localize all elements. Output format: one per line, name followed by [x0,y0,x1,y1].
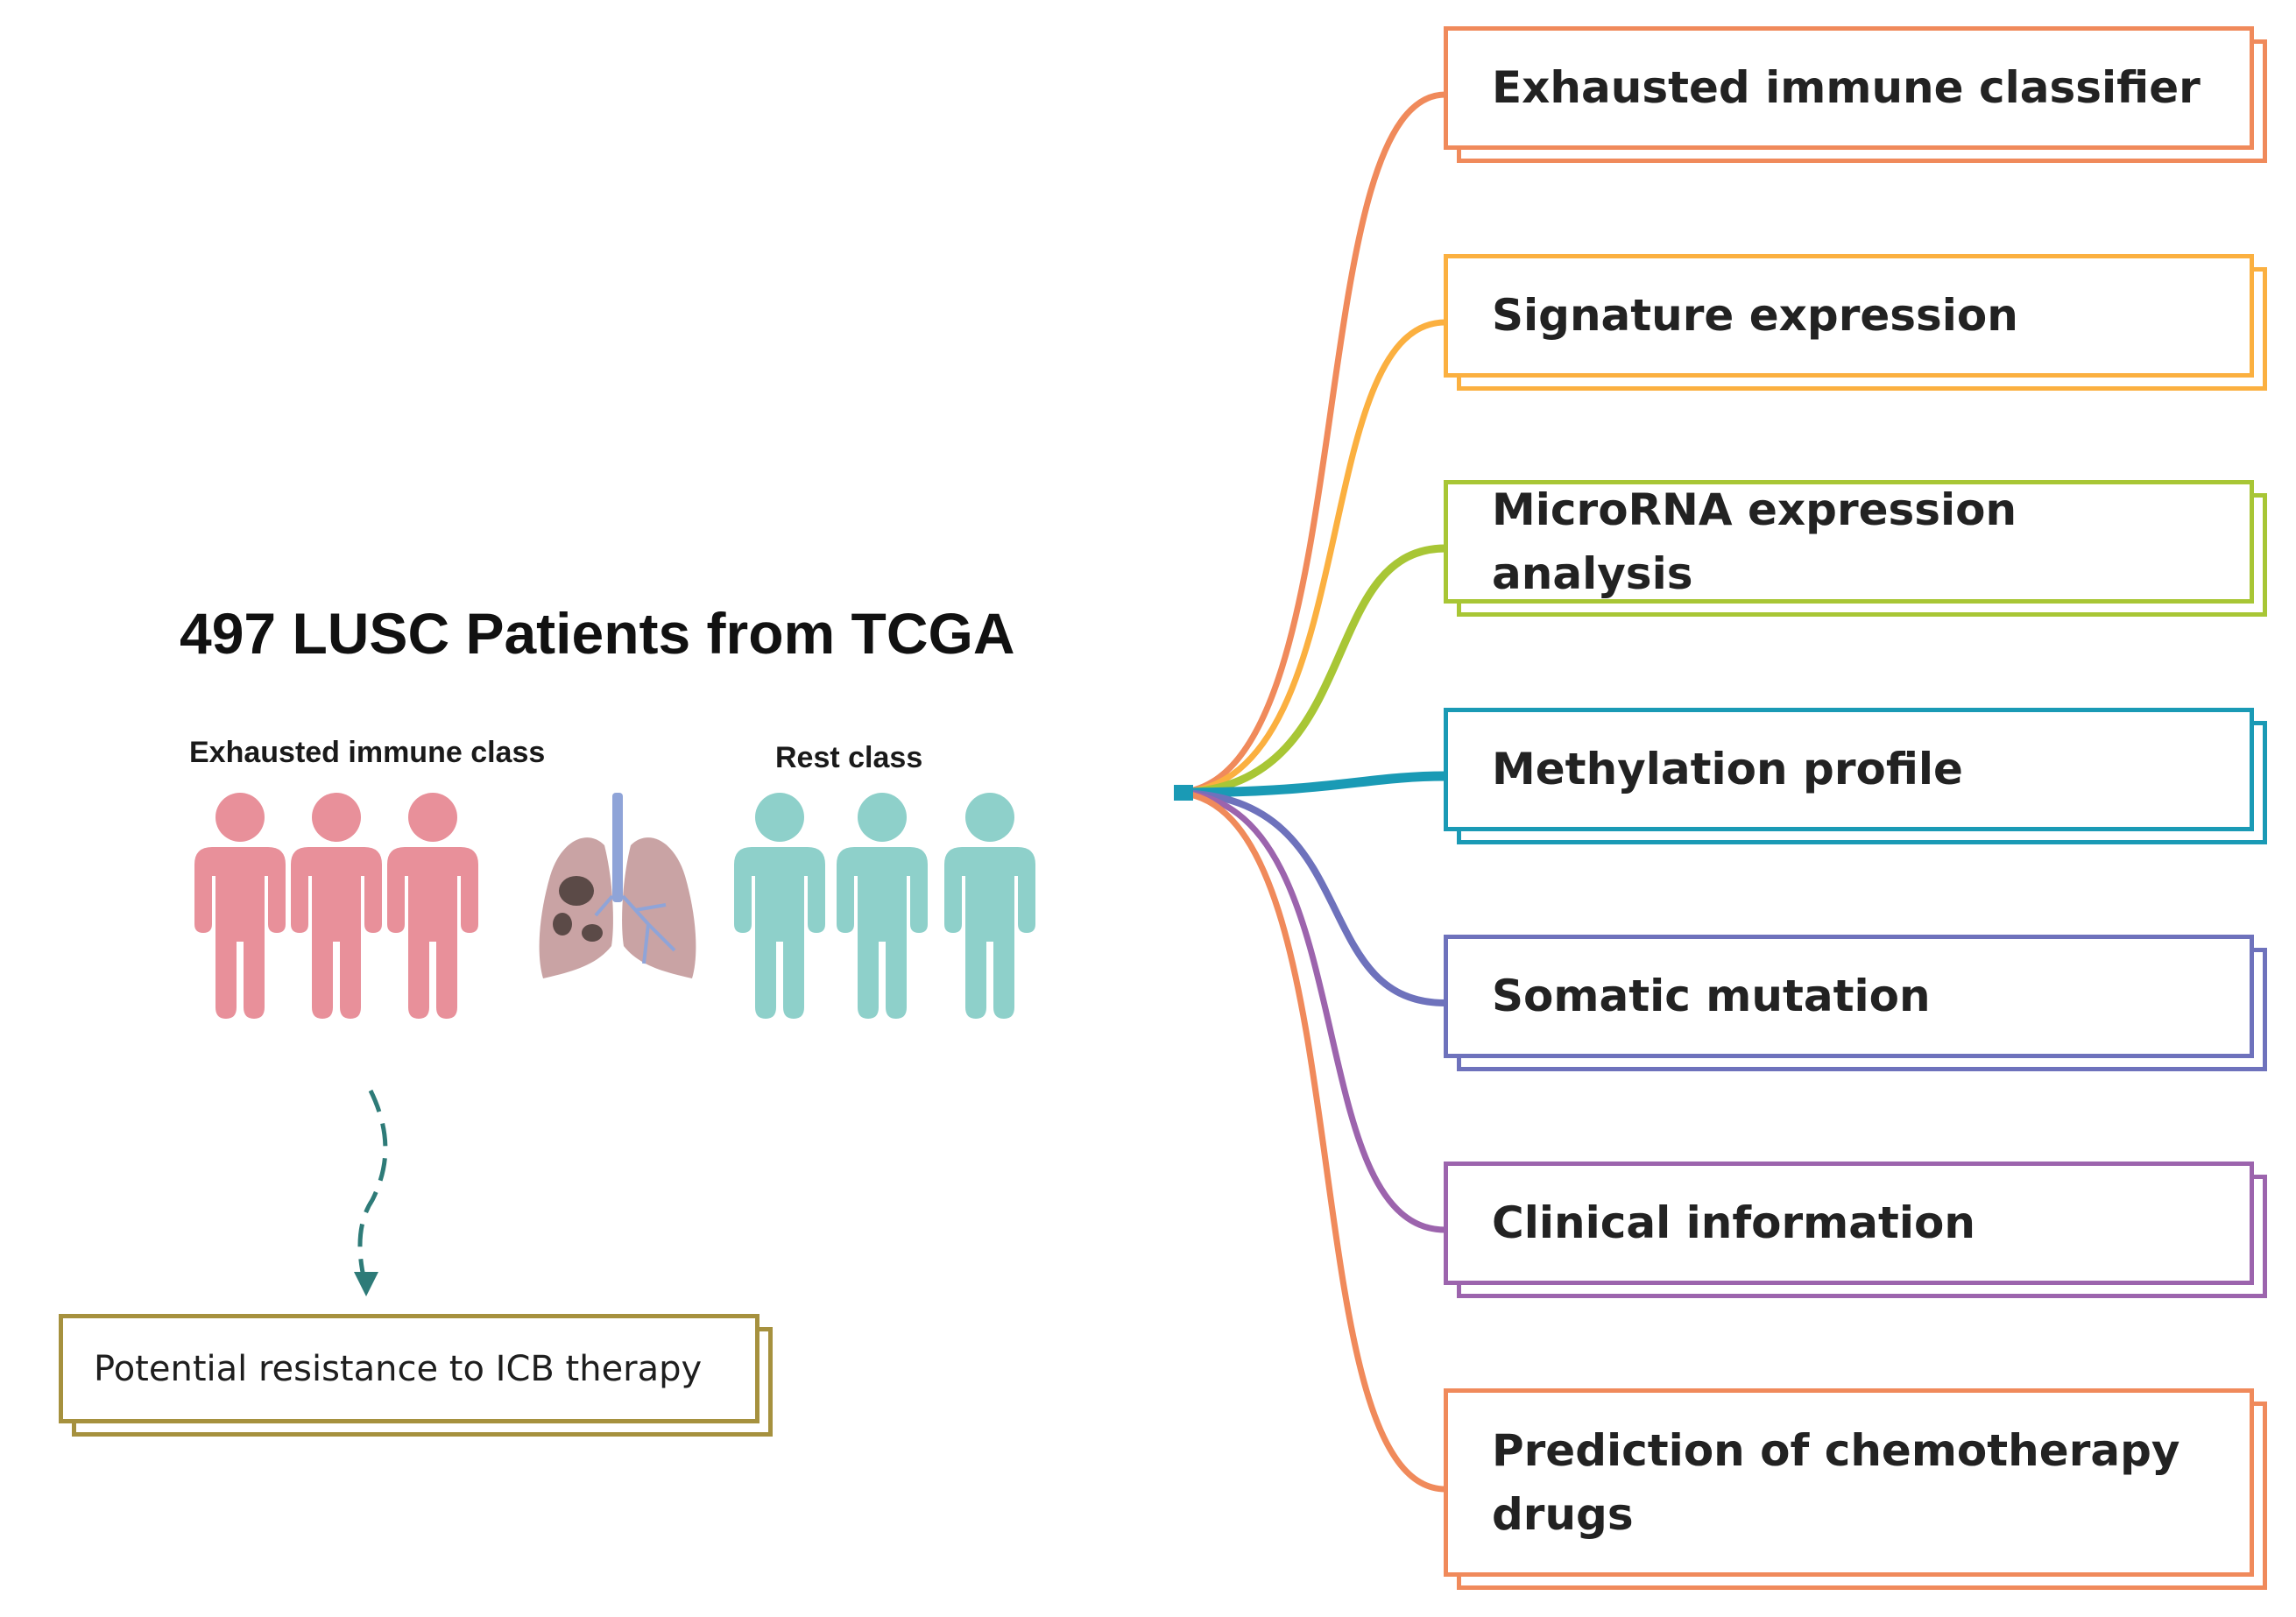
analysis-label: Signature expression [1492,290,2018,342]
analysis-card: Clinical information [1444,1162,2267,1298]
connector-exhausted-immune-classifier [1173,91,1446,796]
analysis-label: Methylation profile [1492,744,1963,795]
analysis-label: Exhausted immune classifier [1492,62,2201,114]
rest-class-label: Rest class [775,741,923,774]
analysis-card: Somatic mutation [1444,935,2267,1071]
analysis-card: MicroRNA expression analysis [1444,480,2267,617]
dashed-arrow [357,1089,388,1289]
lung-icon [539,793,696,978]
analysis-label: Somatic mutation [1492,971,1931,1022]
analysis-label: Prediction of chemotherapy drugs [1492,1425,2180,1540]
analysis-card: Methylation profile [1444,708,2267,844]
analysis-label: Clinical information [1492,1197,1975,1249]
outcome-label: Potential resistance to ICB therapy [94,1348,703,1389]
connector-somatic-mutation [1173,789,1446,1006]
diagram-title: 497 LUSC Patients from TCGA [180,601,1015,666]
outcome-card: Potential resistance to ICB therapy [59,1314,773,1437]
analysis-card: Signature expression [1444,254,2267,391]
connector-methylation-profile [1173,771,1446,798]
connector-microrna-expression [1173,544,1446,797]
connector-signature-expression [1173,319,1446,796]
connector-clinical-information [1173,789,1446,1233]
connector-prediction-chemotherapy [1173,789,1446,1493]
analysis-card: Exhausted immune classifier [1444,26,2267,163]
analysis-card: Prediction of chemotherapy drugs [1444,1388,2267,1590]
arrowhead-icon [354,1272,378,1296]
exhausted-class-label: Exhausted immune class [189,736,546,769]
analysis-label: MicroRNA expression analysis [1492,484,2017,599]
